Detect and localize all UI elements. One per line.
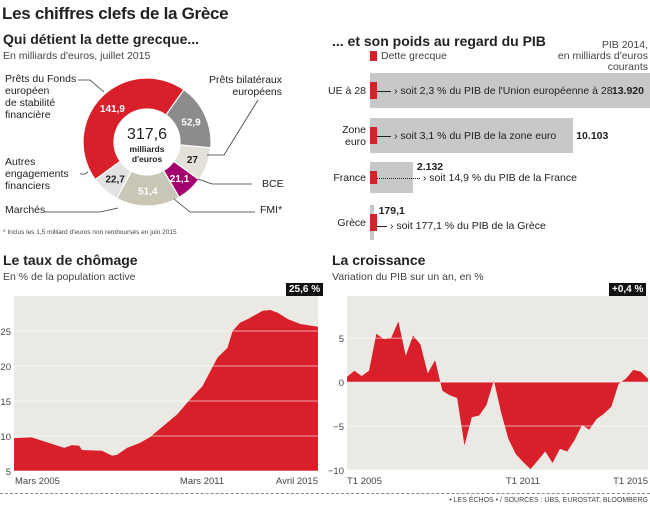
label-autres: Autres — [5, 156, 36, 168]
debt-bar — [370, 214, 377, 231]
row-note: › soit 3,1 % du PIB de la zone euro — [394, 129, 557, 142]
y-tick-label: −5 — [333, 422, 344, 433]
x-tick-label: Mars 2005 — [15, 476, 60, 487]
gdp-caption-2: en milliards d'euros — [557, 50, 648, 62]
arrow-line — [377, 135, 391, 137]
x-tick-label: Mars 2011 — [180, 476, 224, 487]
y-tick-label: 0 — [339, 378, 344, 389]
debt-subtitle: En milliards d'euros, juillet 2015 — [3, 50, 151, 62]
growth-subtitle: Variation du PIB sur un an, en % — [332, 271, 484, 283]
row-label: UE à 28 — [328, 84, 366, 97]
debt-bar — [370, 127, 377, 144]
x-tick-label: T1 2011 — [506, 476, 540, 487]
label-bilat-2: européens — [232, 86, 282, 98]
area-series — [14, 310, 318, 471]
slice-value-label: 52,9 — [181, 118, 201, 129]
footer-divider — [0, 493, 650, 494]
gdp-caption-1: PIB 2014, — [601, 39, 648, 51]
donut-chart: 141,9 52,9 27 21,1 51,4 22,7 — [45, 77, 259, 213]
gdp-value: 2.132 — [416, 161, 444, 173]
donut-unit-2: d'euros — [131, 154, 163, 164]
row-label: France — [333, 171, 366, 184]
debt-bar — [370, 82, 377, 99]
legend-swatch — [370, 51, 377, 61]
row-label: Grèce — [337, 216, 366, 229]
debt-title: Qui détient la dette grecque... — [3, 31, 200, 47]
leader-lines — [45, 79, 259, 213]
row-label: Zone euro — [342, 123, 366, 148]
slice-value-label: 21,1 — [170, 174, 190, 185]
label-fesf-4: financière — [5, 109, 51, 121]
label-bce: BCE — [262, 178, 284, 190]
y-tick-label: 25 — [0, 327, 11, 338]
donut-slice — [94, 160, 133, 200]
gdp-value: 13.920 — [611, 84, 644, 97]
label-autres-2: engagements — [5, 168, 69, 180]
x-tick-label: T1 2015 — [613, 476, 648, 487]
label-fesf: Prêts du Fonds — [5, 73, 77, 85]
row-note: › soit 177,1 % du PIB de la Grèce — [390, 219, 546, 232]
gdp-value: 10.103 — [576, 129, 609, 142]
slice-value-label: 141,9 — [100, 104, 125, 115]
gdp-caption-3: courants — [607, 61, 648, 73]
unemployment-chart: 5 10 15 20 25 Mars 2005 Mars 2011 Avril 2015 — [0, 296, 318, 487]
growth-chart: −10 −5 0 5 T1 2005 T1 2011 T1 2015 — [328, 296, 648, 487]
growth-callout: +0,4 % — [609, 283, 647, 296]
unemployment-subtitle: En % de la population active — [3, 271, 136, 283]
x-tick-label: T1 2005 — [347, 476, 382, 487]
gdp-bar — [370, 118, 574, 153]
growth-title: La croissance — [332, 252, 426, 268]
slice-value-label: 22,7 — [105, 175, 125, 186]
page-title: Les chiffres clefs de la Grèce — [2, 4, 229, 23]
gdp-value: 179,1 — [378, 205, 405, 217]
y-tick-label: −10 — [328, 466, 344, 477]
donut-total: 317,6 — [126, 126, 168, 143]
donut-unit-1: milliards — [129, 144, 165, 154]
slice-value-label: 27 — [187, 155, 199, 166]
label-fesf-2: européen — [5, 85, 50, 97]
gdp-bar — [370, 73, 650, 108]
arrow-line — [377, 225, 387, 227]
arrow-line — [377, 177, 420, 179]
donut-slice — [82, 77, 185, 181]
x-tick-label: Avril 2015 — [276, 476, 318, 487]
debt-bar — [370, 171, 377, 184]
label-fesf-3: de stabilité — [5, 97, 56, 109]
gdp-title: ... et son poids au regard du PIB — [332, 33, 546, 49]
arrow-line — [377, 90, 391, 92]
unemployment-title: Le taux de chômage — [3, 252, 138, 268]
y-tick-label: 20 — [0, 362, 11, 373]
y-tick-label: 5 — [6, 467, 11, 478]
y-tick-label: 10 — [0, 432, 11, 443]
row-note: › soit 14,9 % du PIB de la France — [422, 171, 577, 184]
unemployment-callout: 25,6 % — [286, 283, 324, 296]
legend-label: Dette grecque — [381, 50, 447, 62]
slice-value-label: 51,4 — [138, 186, 158, 197]
label-fmi: FMI* — [260, 204, 283, 216]
label-marches: Marchés — [5, 204, 46, 216]
source: • LES ÉCHOS • / SOURCES : UBS, EUROSTAT,… — [449, 497, 648, 504]
y-tick-label: 15 — [0, 397, 11, 408]
label-autres-3: financiers — [5, 180, 50, 192]
row-note: › soit 2,3 % du PIB de l'Union européenn… — [394, 84, 613, 97]
area-series — [347, 321, 648, 470]
y-tick-label: 5 — [339, 334, 344, 345]
label-bilat: Prêts bilatéraux — [209, 74, 282, 86]
footnote: * Inclus les 1,5 milliard d'euros non re… — [3, 229, 177, 236]
